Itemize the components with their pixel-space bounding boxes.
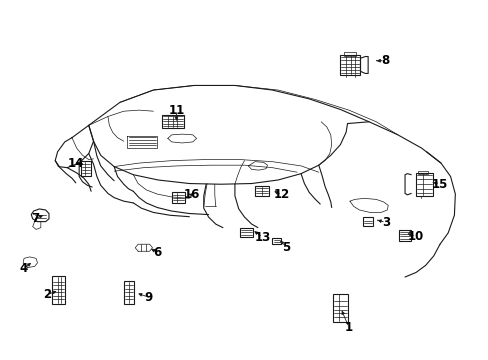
Text: 16: 16 [183, 188, 200, 201]
Bar [398, 230, 410, 241]
Text: 1: 1 [344, 321, 352, 334]
Text: 7: 7 [31, 212, 39, 225]
Bar [344, 52, 355, 56]
Text: 2: 2 [43, 288, 51, 301]
Text: 9: 9 [144, 291, 152, 303]
Bar [239, 228, 253, 237]
Text: 12: 12 [273, 188, 289, 201]
Text: 14: 14 [67, 157, 84, 170]
Bar [272, 238, 280, 244]
Text: 6: 6 [153, 246, 161, 259]
Bar [332, 294, 347, 322]
Bar [81, 161, 91, 176]
Text: 8: 8 [380, 54, 388, 67]
Text: 15: 15 [431, 178, 447, 191]
Bar [123, 281, 134, 304]
Text: 3: 3 [381, 216, 389, 229]
Bar [363, 217, 372, 226]
Bar [415, 173, 432, 196]
Text: 10: 10 [407, 230, 423, 243]
Text: 5: 5 [282, 240, 290, 253]
Bar [171, 192, 184, 203]
Bar [52, 276, 65, 304]
Bar [417, 171, 427, 174]
Bar [162, 116, 183, 128]
Bar [340, 55, 360, 75]
Text: 4: 4 [19, 262, 27, 275]
Bar [255, 186, 269, 196]
Text: 11: 11 [168, 104, 184, 117]
Text: 13: 13 [254, 231, 270, 244]
